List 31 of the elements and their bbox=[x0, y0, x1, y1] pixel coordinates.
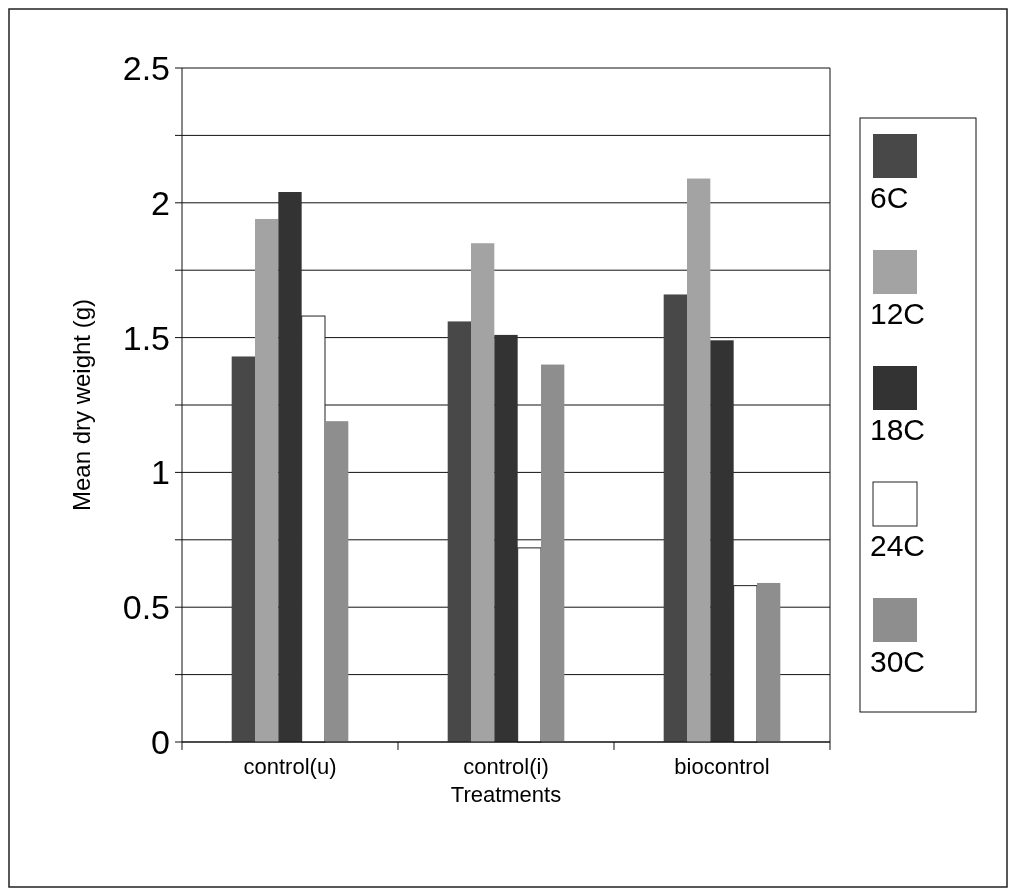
bar bbox=[756, 582, 781, 742]
y-tick-label: 1 bbox=[151, 453, 170, 492]
legend-label: 6C bbox=[870, 181, 909, 214]
bar bbox=[231, 356, 256, 742]
x-tick-label: control(i) bbox=[463, 754, 549, 779]
x-tick-label: control(u) bbox=[243, 754, 337, 779]
bar bbox=[517, 547, 542, 743]
x-axis-title: Treatments bbox=[450, 782, 562, 807]
legend-label: 24C bbox=[870, 529, 926, 562]
bar bbox=[471, 243, 495, 742]
legend-label: 18C bbox=[870, 413, 926, 446]
y-tick-label: 2.5 bbox=[122, 48, 170, 87]
legend-label: 12C bbox=[870, 297, 926, 330]
y-tick-label: 2 bbox=[151, 183, 170, 222]
bar bbox=[663, 294, 688, 742]
bar bbox=[255, 218, 279, 742]
y-tick-label: 0.5 bbox=[122, 588, 170, 627]
legend-label: 30C bbox=[870, 645, 926, 678]
bar bbox=[733, 585, 758, 743]
bar bbox=[278, 192, 302, 742]
x-tick-label: biocontrol bbox=[674, 754, 770, 779]
bar bbox=[324, 421, 349, 742]
y-tick-label: 0 bbox=[151, 722, 170, 761]
bar bbox=[687, 178, 711, 742]
bar bbox=[447, 321, 472, 742]
bar bbox=[494, 334, 518, 742]
bar bbox=[301, 315, 326, 743]
bar bbox=[710, 340, 734, 742]
y-axis-title: Mean dry weight (g) bbox=[68, 298, 95, 512]
y-tick-label: 1.5 bbox=[122, 318, 170, 357]
bar bbox=[540, 364, 565, 742]
